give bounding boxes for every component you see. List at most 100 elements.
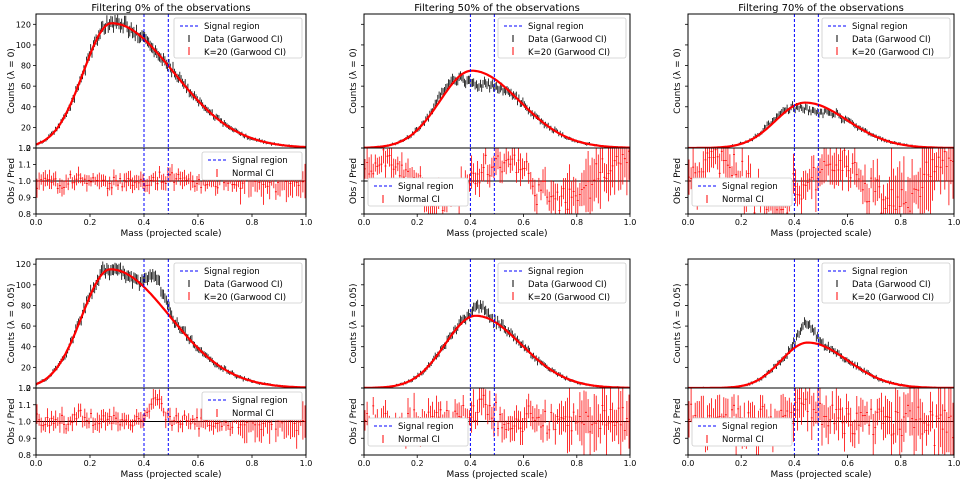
main-plot-area	[364, 299, 630, 388]
ratio-plot-area	[688, 388, 954, 455]
legend-data-label: Data (Garwood CI)	[852, 280, 931, 290]
main-plot-area	[36, 14, 306, 148]
legend-k20-label: K=20 (Garwood CI)	[528, 48, 610, 58]
legend-normal-ci-label: Normal CI	[398, 435, 440, 445]
x-tick-label: 0.2	[411, 459, 424, 468]
legend-normal-ci-label: Normal CI	[398, 195, 440, 205]
legend-box	[201, 391, 303, 421]
y-axis-label-ratio: Obs / Pred	[673, 158, 683, 204]
legend-normal-ci-label: Normal CI	[722, 195, 764, 205]
x-tick-label: 1.0	[948, 218, 961, 227]
x-tick-label: 0.4	[788, 218, 801, 227]
legend-box	[691, 417, 793, 447]
legend-box	[691, 177, 793, 207]
legend-box	[821, 17, 951, 59]
ratio-points	[688, 388, 954, 455]
legend-signal-label: Signal region	[232, 156, 288, 166]
y-tick-label-main: 100	[16, 281, 31, 290]
legend-box	[821, 262, 951, 304]
y-tick-label-main: 120	[16, 260, 31, 269]
x-tick-label: 0.2	[735, 218, 748, 227]
x-tick-label: 0.6	[841, 459, 854, 468]
y-axis-label-ratio: Obs / Pred	[7, 158, 17, 204]
subplot-1: Filtering 0% of the observations 0 20 40 60 8…	[7, 3, 312, 239]
ratio-plot-area	[36, 389, 306, 449]
y-tick-label-main: 40	[21, 343, 31, 352]
data-points	[364, 299, 630, 388]
legend-signal-label: Signal region	[528, 22, 584, 32]
y-tick-label-main: 0	[26, 384, 31, 393]
x-tick-label: 0.0	[30, 218, 43, 227]
x-tick-label: 0.6	[841, 218, 854, 227]
x-tick-label: 0.4	[464, 459, 477, 468]
legend-data-label: Data (Garwood CI)	[528, 280, 607, 290]
legend-main: Signal region Data (Garwood CI) K=20 (Garw…	[821, 17, 951, 59]
legend-signal-label: Signal region	[398, 182, 454, 192]
fit-curve	[364, 314, 630, 388]
subplot-3: Filtering 70% of the observations 0.0 0.2 0…	[673, 3, 961, 239]
y-tick-label-main: 20	[21, 363, 31, 372]
legend-k20-label: K=20 (Garwood CI)	[204, 48, 286, 58]
legend-main: Signal region Data (Garwood CI) K=20 (Garw…	[497, 262, 627, 304]
x-axis-label: Mass (projected scale)	[770, 229, 871, 239]
x-tick-label: 0.6	[517, 459, 530, 468]
main-plot-area	[364, 69, 630, 148]
y-tick-label-ratio: 1.2	[18, 384, 31, 393]
data-points	[688, 101, 954, 148]
ratio-points	[36, 389, 306, 449]
y-tick-label-ratio: 0.9	[18, 194, 31, 203]
y-tick-label-main: 80	[21, 301, 31, 310]
legend-signal-label: Signal region	[722, 182, 778, 192]
x-tick-label: 0.8	[894, 459, 907, 468]
legend-signal-label: Signal region	[722, 422, 778, 432]
legend-signal-label: Signal region	[232, 396, 288, 406]
y-axis-label-main: Counts (λ = 0.05)	[349, 284, 359, 364]
legend-signal-label: Signal region	[204, 22, 260, 32]
legend-ratio: Signal region Normal CI	[201, 391, 303, 421]
legend-ratio: Signal region Normal CI	[691, 177, 793, 207]
y-tick-label-ratio: 0.9	[18, 434, 31, 443]
x-tick-label: 1.0	[624, 218, 637, 227]
plot-title: Filtering 50% of the observations	[414, 3, 580, 14]
legend-box	[173, 262, 303, 304]
main-plot-area	[688, 317, 954, 388]
y-axis-label-main: Counts (λ = 0)	[673, 48, 683, 114]
legend-box	[497, 262, 627, 304]
x-tick-label: 0.0	[358, 218, 371, 227]
y-axis-label-main: Counts (λ = 0)	[349, 48, 359, 114]
x-tick-label: 0.4	[138, 459, 151, 468]
y-axis-label-ratio: Obs / Pred	[349, 158, 359, 204]
x-tick-label: 0.8	[570, 459, 583, 468]
x-tick-label: 0.4	[138, 218, 151, 227]
x-tick-label: 1.0	[300, 218, 313, 227]
data-points	[688, 317, 954, 388]
y-tick-label-main: 0	[26, 144, 31, 153]
legend-main: Signal region Data (Garwood CI) K=20 (Garw…	[497, 17, 627, 59]
legend-k20-label: K=20 (Garwood CI)	[528, 293, 610, 303]
main-plot-area	[36, 261, 306, 388]
x-axis-label: Mass (projected scale)	[446, 229, 547, 239]
x-tick-label: 0.8	[246, 459, 259, 468]
x-tick-label: 0.2	[84, 459, 97, 468]
x-tick-label: 0.0	[682, 459, 695, 468]
x-tick-label: 0.0	[358, 459, 371, 468]
x-tick-label: 0.8	[246, 218, 259, 227]
legend-ratio: Signal region Normal CI	[691, 417, 793, 447]
y-tick-label-ratio: 0.8	[18, 210, 31, 219]
x-tick-label: 1.0	[624, 459, 637, 468]
x-tick-label: 0.2	[735, 459, 748, 468]
legend-signal-label: Signal region	[204, 267, 260, 277]
y-tick-label-ratio: 1.0	[18, 177, 31, 186]
y-tick-label-main: 20	[21, 123, 31, 132]
legend-k20-label: K=20 (Garwood CI)	[852, 293, 934, 303]
main-plot-area	[688, 101, 954, 148]
legend-normal-ci-label: Normal CI	[232, 169, 274, 179]
y-tick-label-ratio: 1.2	[18, 144, 31, 153]
y-axis-label-main: Counts (λ = 0.05)	[7, 284, 17, 364]
plot-title: Filtering 0% of the observations	[91, 3, 250, 14]
y-tick-label-ratio: 1.1	[18, 161, 31, 170]
subplot-6: 0.0 0.2 0.4 0.6 0.8 1.0 Mass (projected scale)…	[673, 258, 960, 480]
y-axis-label-ratio: Obs / Pred	[349, 398, 359, 444]
legend-main: Signal region Data (Garwood CI) K=20 (Garw…	[173, 262, 303, 304]
plot-title: Filtering 70% of the observations	[738, 3, 904, 14]
